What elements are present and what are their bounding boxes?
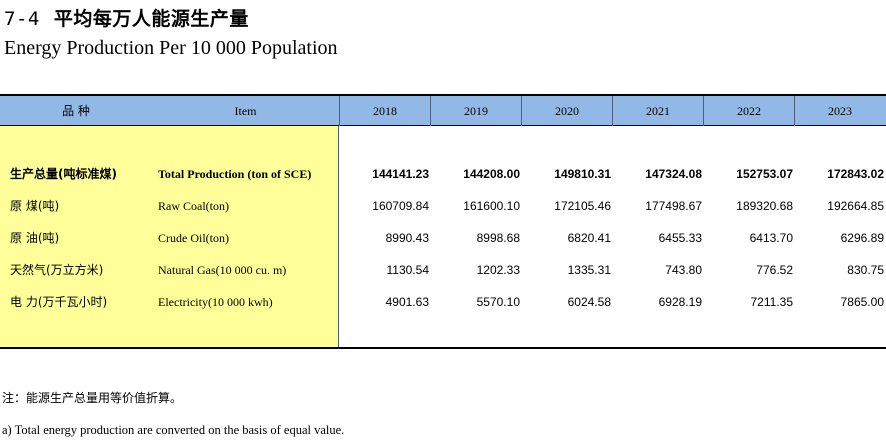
cell-value: 6413.70 [749, 231, 793, 245]
header-divider [430, 96, 431, 126]
cell-value: 177498.67 [645, 199, 702, 213]
cell-value: 830.75 [847, 263, 884, 277]
cell-value: 7211.35 [750, 295, 794, 309]
cell-value: 6820.41 [567, 231, 611, 245]
table-row: 生产总量(吨标准煤) Total Production (ton of SCE)… [0, 163, 886, 185]
cell-value: 6296.89 [840, 231, 884, 245]
table-bottom-rule [0, 347, 886, 349]
row-label-en: Raw Coal(ton) [158, 199, 229, 213]
cell-value: 172843.02 [827, 167, 884, 181]
cell-value: 1202.33 [476, 263, 520, 277]
cell-value: 144208.00 [463, 167, 520, 181]
header-divider [339, 96, 340, 126]
footnote-en: a) Total energy production are converted… [2, 423, 345, 437]
table-row: 天然气(万立方米) Natural Gas(10 000 cu. m) 1130… [0, 259, 886, 281]
cell-value: 172105.46 [554, 199, 611, 213]
header-year: 2023 [828, 104, 852, 118]
cell-value: 160709.84 [372, 199, 429, 213]
row-label-en: Natural Gas(10 000 cu. m) [158, 263, 287, 277]
header-divider [703, 96, 704, 126]
cell-value: 6455.33 [658, 231, 702, 245]
row-label-cn: 生产总量(吨标准煤) [10, 167, 117, 181]
item-column-background [0, 126, 339, 348]
header-year: 2022 [737, 104, 761, 118]
table-title-cn: 7-4 平均每万人能源生产量 [4, 4, 249, 31]
cell-value: 743.80 [665, 263, 702, 277]
cell-value: 1130.54 [386, 263, 430, 277]
cell-value: 149810.31 [554, 167, 611, 181]
cell-value: 147324.08 [645, 167, 702, 181]
header-divider [521, 96, 522, 126]
row-label-cn: 原 煤(吨) [10, 199, 60, 213]
footnote-cn: 注：能源生产总量用等价值折算。 [2, 391, 183, 405]
cell-value: 4901.63 [385, 295, 429, 309]
table-title-cn-text: 平均每万人能源生产量 [53, 8, 249, 30]
table-number: 7-4 [4, 8, 40, 30]
data-table: 品 种 Item 2018 2019 2020 2021 2022 2023 生… [0, 94, 886, 350]
cell-value: 776.52 [756, 263, 793, 277]
table-row: 电 力(万千瓦小时) Electricity(10 000 kwh) 4901.… [0, 291, 886, 313]
table-row: 原 油(吨) Crude Oil(ton) 8990.43 8998.68 68… [0, 227, 886, 249]
header-divider [612, 96, 613, 126]
header-year: 2021 [646, 104, 670, 118]
header-item-cn: 品 种 [62, 104, 90, 118]
header-item-en: Item [234, 104, 257, 118]
cell-value: 161600.10 [463, 199, 520, 213]
cell-value: 189320.68 [736, 199, 793, 213]
row-label-cn: 天然气(万立方米) [10, 263, 104, 277]
header-divider [794, 96, 795, 126]
cell-value: 6024.58 [567, 295, 611, 309]
table-row: 原 煤(吨) Raw Coal(ton) 160709.84 161600.10… [0, 195, 886, 217]
header-year: 2018 [373, 104, 397, 118]
header-year: 2020 [555, 104, 579, 118]
cell-value: 8990.43 [385, 231, 429, 245]
table-title-en: Energy Production Per 10 000 Population [4, 37, 338, 59]
cell-value: 152753.07 [736, 167, 793, 181]
cell-value: 1335.31 [567, 263, 611, 277]
cell-value: 6928.19 [658, 295, 702, 309]
row-label-en: Crude Oil(ton) [158, 231, 229, 245]
table-header-row: 品 种 Item 2018 2019 2020 2021 2022 2023 [0, 94, 886, 126]
row-label-cn: 原 油(吨) [10, 231, 60, 245]
cell-value: 8998.68 [476, 231, 520, 245]
row-label-en: Total Production (ton of SCE) [158, 167, 312, 181]
cell-value: 5570.10 [476, 295, 520, 309]
cell-value: 7865.00 [840, 295, 884, 309]
cell-value: 144141.23 [372, 167, 429, 181]
row-label-cn: 电 力(万千瓦小时) [10, 295, 108, 309]
cell-value: 192664.85 [827, 199, 884, 213]
row-label-en: Electricity(10 000 kwh) [158, 295, 273, 309]
header-year: 2019 [464, 104, 488, 118]
